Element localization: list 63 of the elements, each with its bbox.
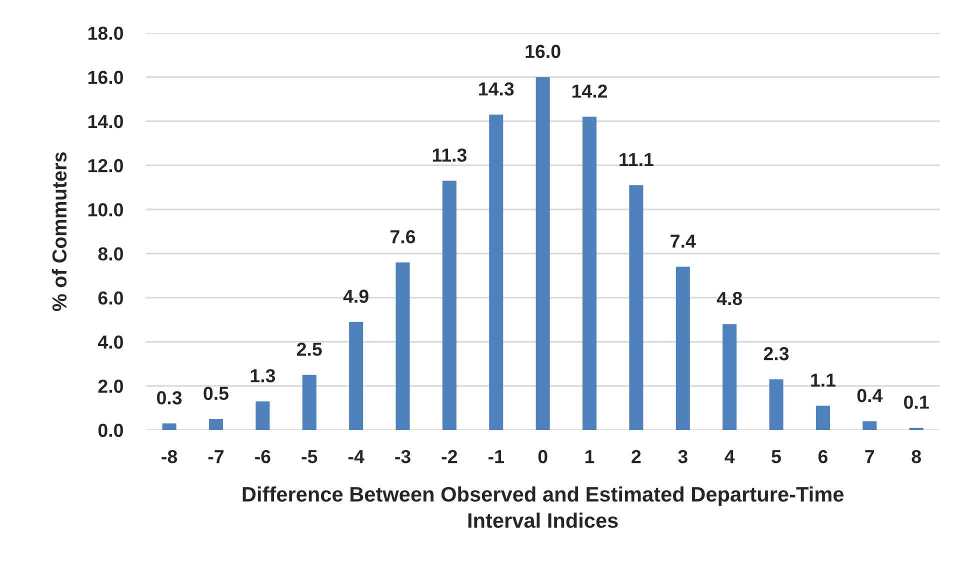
y-tick-label: 6.0 [98,291,123,305]
x-tick-label: 3 [678,450,688,464]
x-tick-label: 8 [912,450,921,464]
x-tick-label: -4 [348,450,364,464]
y-tick-label: 8.0 [98,247,123,261]
y-tick-label: 10.0 [88,203,123,216]
data-label: 16.0 [526,44,560,58]
bar [442,180,456,430]
bar [722,324,737,430]
x-tick-label: 0 [538,450,548,464]
y-tick-label: 14.0 [88,114,123,128]
y-tick-label: 2.0 [98,380,123,393]
bar [769,379,784,430]
x-tick-label: -6 [255,450,270,464]
x-tick-label: -2 [442,450,458,464]
x-tick-label: 4 [724,450,735,464]
bar [862,421,877,430]
bar [208,419,223,430]
bar [396,262,410,430]
bar [302,374,316,430]
data-label: 11.3 [432,148,466,162]
x-tick-label: 1 [585,450,594,464]
x-tick-label: 5 [772,450,781,464]
data-label: 2.5 [296,342,322,356]
data-label: 14.2 [572,84,608,98]
bar [349,322,364,430]
data-label: 1.1 [811,374,836,387]
x-tick-label: -1 [488,450,504,464]
bar [676,266,690,430]
y-tick-label: 16.0 [88,70,123,84]
data-label: 0.4 [857,388,883,402]
bar [629,185,644,430]
data-label: 14.3 [479,82,514,96]
x-tick-label: -5 [302,450,318,464]
data-label: 1.3 [250,369,276,382]
bar [582,116,597,430]
data-label: 7.6 [390,230,416,244]
data-label: 4.8 [716,292,742,306]
y-tick-label: 18.0 [88,26,123,40]
y-tick-label: 0.0 [98,424,123,438]
y-axis-title: % of Commuters [52,152,67,311]
x-tick-label: 2 [632,450,641,464]
bar [162,423,176,430]
x-tick-label: -3 [395,450,410,464]
data-label: 0.5 [204,386,229,400]
data-label: 0.3 [157,391,182,404]
x-tick-label: 6 [818,450,828,464]
data-label: 2.3 [764,347,789,360]
x-axis-title: Difference Between Observed and Estimated Departure-Time Interval Indices [242,486,844,528]
bar [909,428,924,430]
x-tick-label: 7 [865,450,874,464]
y-tick-label: 4.0 [98,335,123,349]
bar [489,114,504,430]
data-label: 4.9 [343,290,368,303]
bar [536,77,550,430]
x-tick-label: -7 [208,450,224,464]
data-label: 7.4 [670,234,696,248]
bar [256,401,270,430]
data-label: 11.1 [620,153,654,166]
bar [816,406,830,430]
data-label: 0.1 [904,396,929,409]
x-tick-label: -8 [162,450,178,464]
y-tick-label: 12.0 [88,159,123,172]
